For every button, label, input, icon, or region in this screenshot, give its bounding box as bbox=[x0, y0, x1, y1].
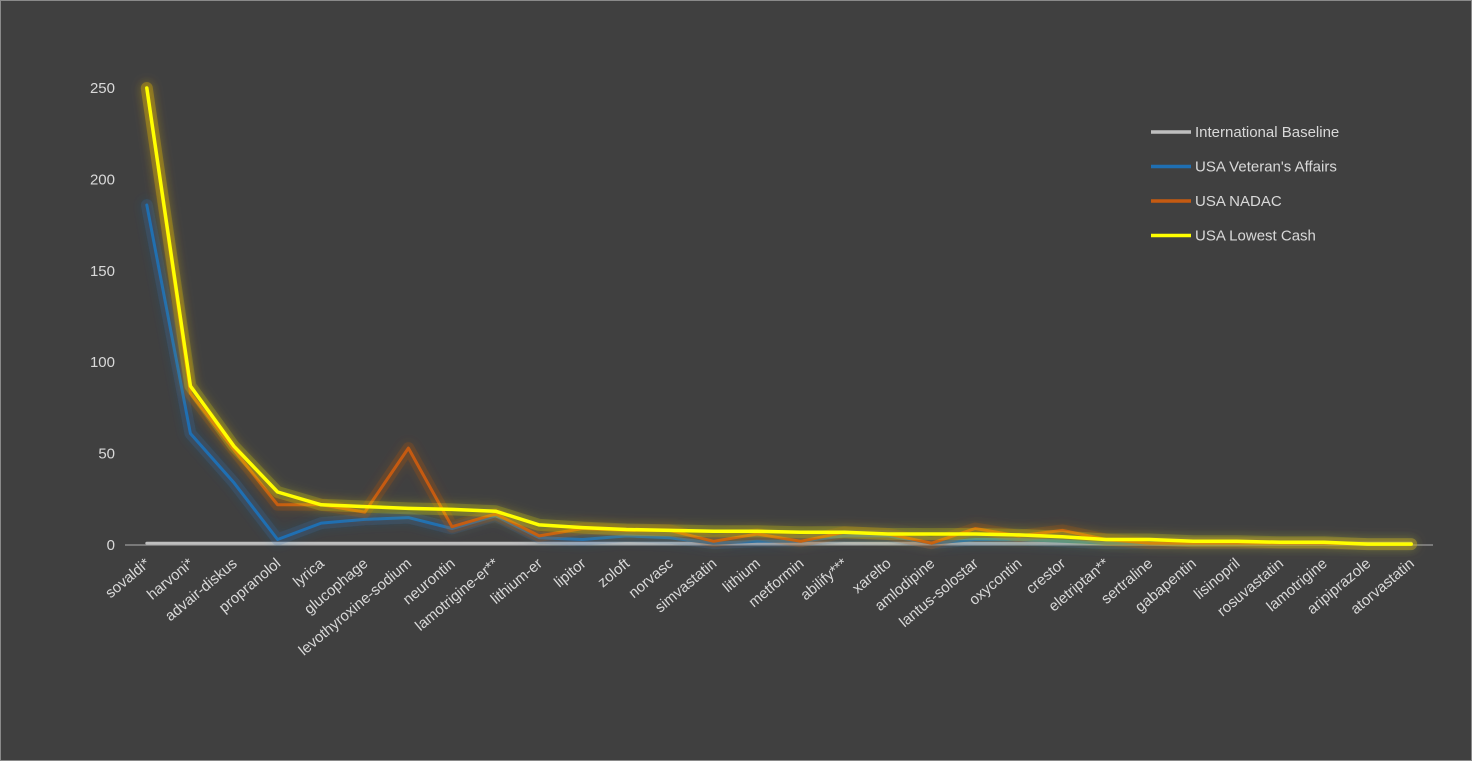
legend-label: USA Veteran's Affairs bbox=[1195, 159, 1337, 176]
legend: International Baseline USA Veteran's Affa… bbox=[1151, 124, 1339, 245]
y-tick-label: 250 bbox=[90, 80, 115, 97]
series-lines bbox=[140, 82, 1418, 551]
y-axis-tick-labels: 0 50 100 150 200 250 bbox=[90, 80, 115, 554]
legend-item: International Baseline bbox=[1151, 124, 1339, 141]
series-glow bbox=[140, 82, 1418, 551]
x-tick-label: lipitor bbox=[551, 555, 589, 591]
legend-label: International Baseline bbox=[1195, 124, 1339, 141]
y-tick-label: 50 bbox=[98, 446, 115, 463]
series-line-3 bbox=[140, 82, 1418, 551]
series-path bbox=[145, 86, 1413, 546]
series-glow bbox=[140, 82, 1418, 551]
legend-label: USA NADAC bbox=[1195, 193, 1282, 210]
series-glow bbox=[140, 199, 1418, 551]
x-tick-label: sovaldi* bbox=[102, 555, 153, 602]
legend-label: USA Lowest Cash bbox=[1195, 228, 1316, 245]
y-tick-label: 0 bbox=[107, 537, 115, 554]
legend-item: USA Lowest Cash bbox=[1151, 228, 1316, 245]
legend-item: USA NADAC bbox=[1151, 193, 1282, 210]
series-path bbox=[145, 203, 1413, 546]
x-tick-label: lyrica bbox=[290, 555, 328, 591]
x-tick-label: abilify*** bbox=[797, 555, 851, 604]
series-line-2 bbox=[140, 82, 1418, 551]
y-tick-label: 150 bbox=[90, 263, 115, 280]
series-line-1 bbox=[140, 199, 1418, 551]
series-path bbox=[145, 86, 1413, 546]
legend-item: USA Veteran's Affairs bbox=[1151, 159, 1337, 176]
y-tick-label: 100 bbox=[90, 354, 115, 371]
x-axis-tick-labels: sovaldi*harvoni*advair-diskuspropranolol… bbox=[102, 555, 1418, 660]
y-tick-label: 200 bbox=[90, 171, 115, 188]
